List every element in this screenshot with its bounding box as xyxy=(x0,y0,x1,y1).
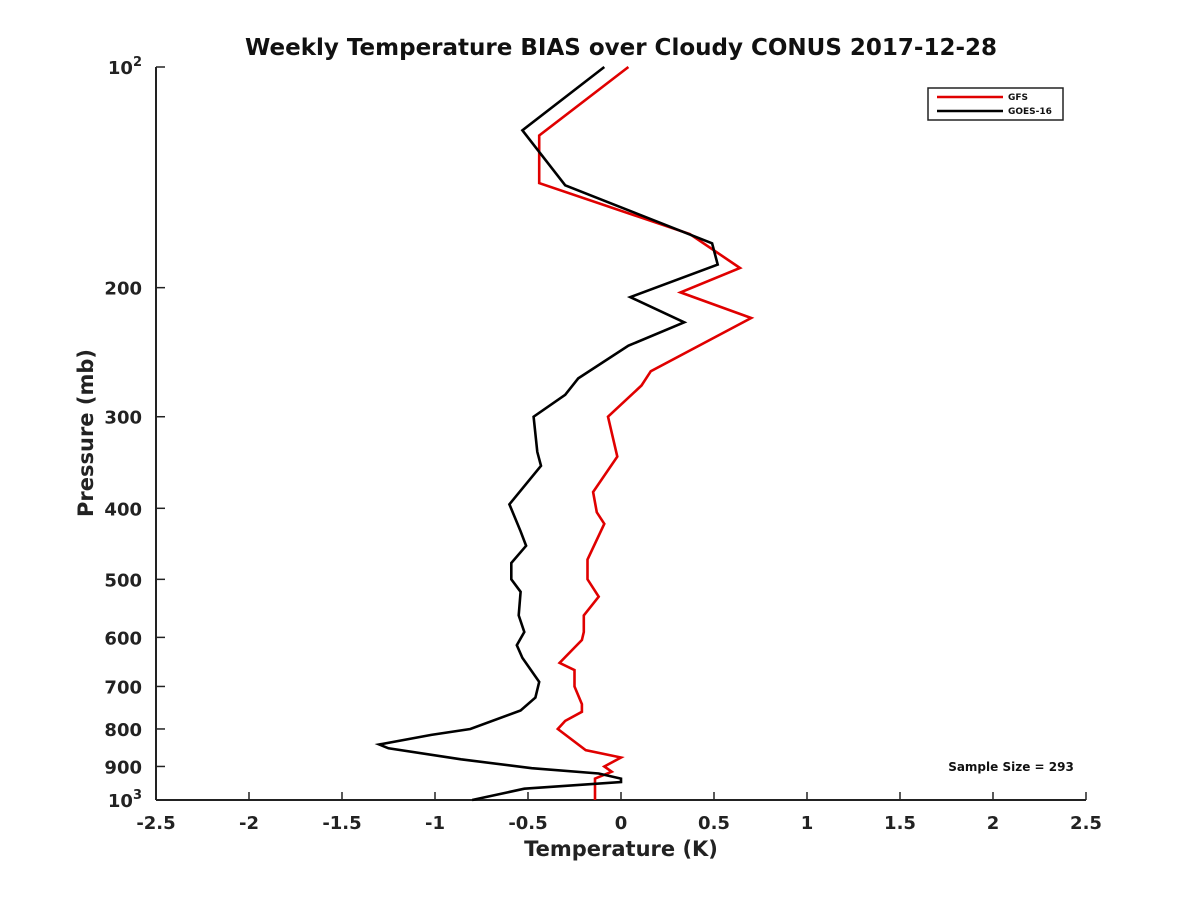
chart-title: Weekly Temperature BIAS over Cloudy CONU… xyxy=(245,35,997,61)
y-tick-label: 600 xyxy=(104,628,142,649)
x-tick-label: 0 xyxy=(615,813,628,834)
x-tick-label: -2.5 xyxy=(136,813,175,834)
y-tick-label: 700 xyxy=(104,677,142,698)
x-tick-label: -1 xyxy=(425,813,445,834)
y-tick-label: 300 xyxy=(104,408,142,429)
y-tick-label: 102 xyxy=(108,55,142,79)
x-tick-label: 1.5 xyxy=(884,813,916,834)
y-tick-label: 900 xyxy=(104,757,142,778)
x-tick-label: 2 xyxy=(987,813,1000,834)
y-axis-ticks: 102 200 300 400 500 600 700 800 900 103 xyxy=(104,55,165,812)
legend: GFS GOES-16 xyxy=(927,87,1064,121)
x-tick-label: 0.5 xyxy=(698,813,730,834)
y-tick-label: 500 xyxy=(104,570,142,591)
sample-size-annotation: Sample Size = 293 xyxy=(948,760,1074,774)
x-tick-label: -2 xyxy=(239,813,259,834)
series-layer xyxy=(374,65,755,802)
series-line-gfs xyxy=(537,65,755,800)
y-tick-label: 400 xyxy=(104,499,142,520)
series-line-goes-16 xyxy=(374,65,720,802)
legend-label-gfs: GFS xyxy=(1008,93,1028,103)
x-tick-label: 2.5 xyxy=(1070,813,1102,834)
legend-box xyxy=(927,87,1064,121)
y-tick-label: 800 xyxy=(104,720,142,741)
legend-label-goes16: GOES-16 xyxy=(1008,107,1052,117)
x-tick-label: -1.5 xyxy=(322,813,361,834)
x-axis-ticks: -2.5 -2 -1.5 -1 -0.5 0 0.5 1 1.5 2 2.5 xyxy=(136,792,1102,834)
x-tick-label: 1 xyxy=(801,813,814,834)
y-tick-label: 103 xyxy=(108,788,142,812)
x-axis-label: Temperature (K) xyxy=(524,837,718,861)
y-axis-label: Pressure (mb) xyxy=(74,349,98,517)
x-tick-label: -0.5 xyxy=(508,813,547,834)
y-tick-label: 200 xyxy=(104,279,142,300)
